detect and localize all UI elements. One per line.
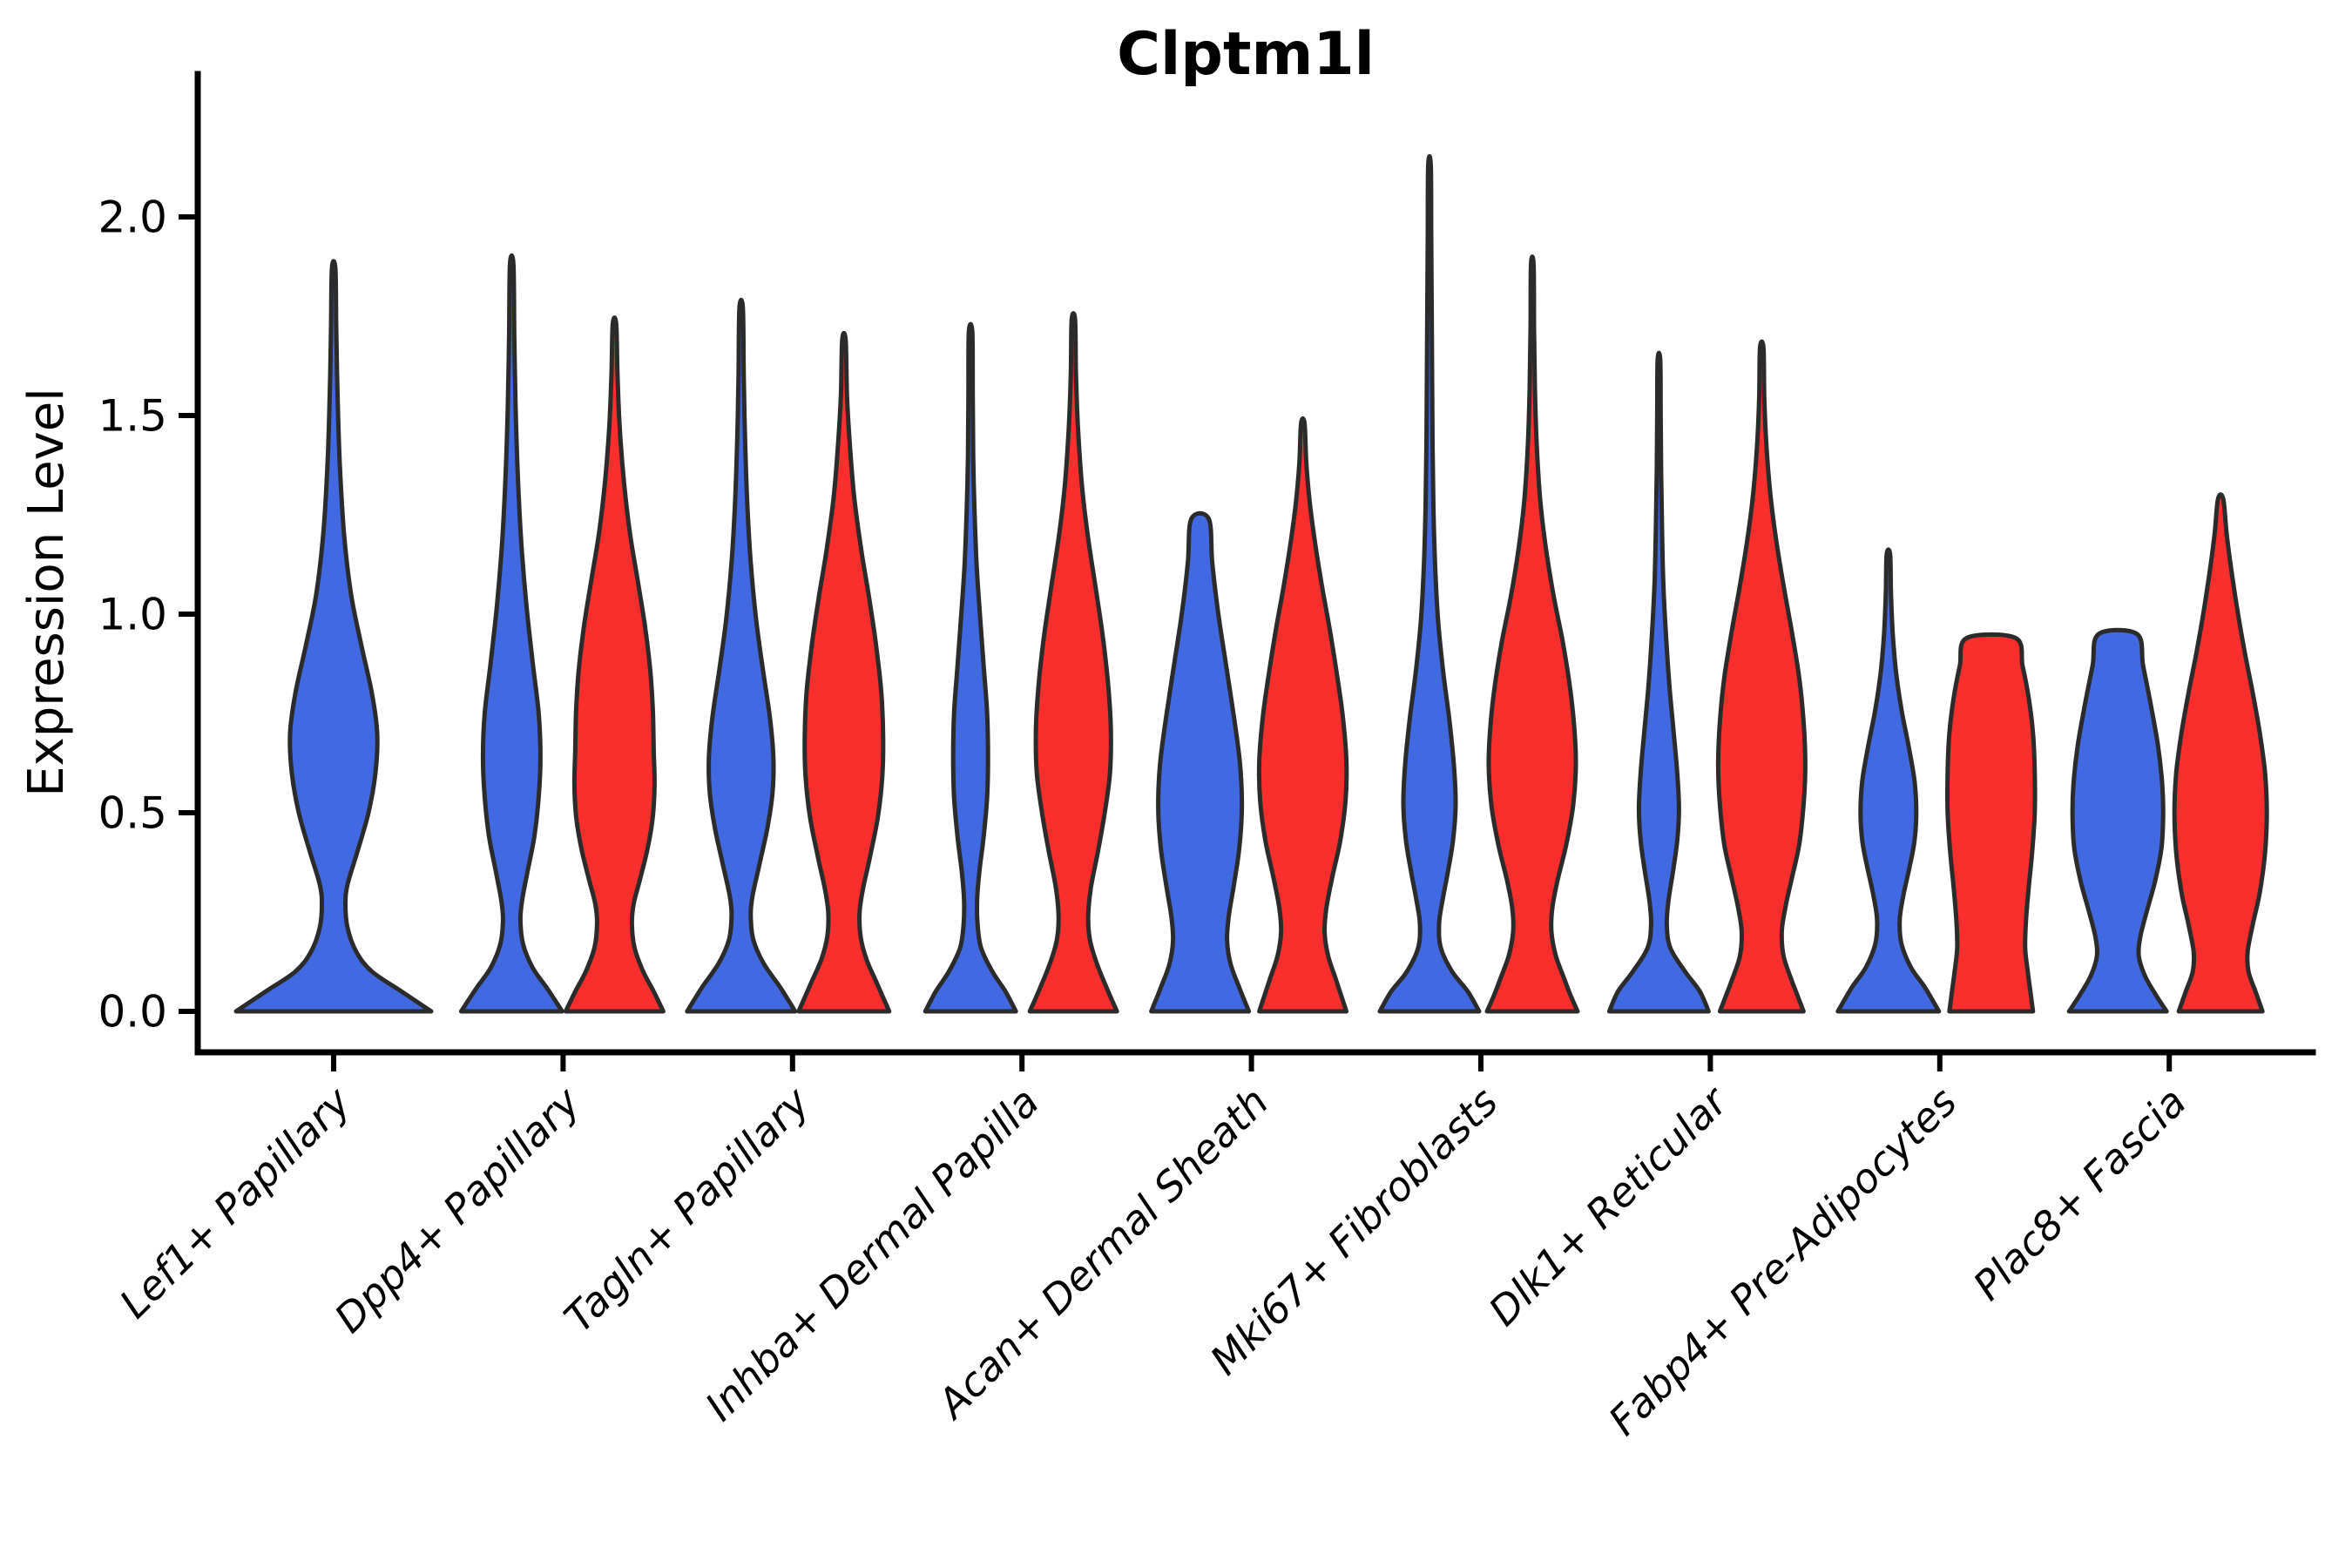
- violin-red-8: [2172, 492, 2269, 1014]
- violin-red-1: [563, 315, 666, 1014]
- violins-layer: [233, 153, 2269, 1014]
- x-tick-label: Dlk1+ Reticular: [1480, 1076, 1739, 1335]
- violin-blue-2: [685, 297, 798, 1014]
- violin-red-2: [796, 330, 892, 1014]
- x-tick-label: Lef1+ Papillary: [111, 1078, 360, 1327]
- y-axis-ticks: 0.0 0.5 1.0 1.5 2.0: [98, 193, 198, 1037]
- plot-title: Clptm1l: [1117, 20, 1375, 89]
- y-tick-label: 1.0: [98, 590, 167, 640]
- violin-red-5: [1484, 254, 1580, 1014]
- violin-red-4: [1256, 416, 1349, 1014]
- violin-red-7: [1945, 632, 2038, 1014]
- x-tick-label: Dpp4+ Papillary: [326, 1078, 590, 1342]
- violin-red-6: [1715, 339, 1808, 1014]
- violin-blue-1: [458, 253, 564, 1014]
- violin-blue-3: [923, 321, 1018, 1014]
- violin-blue-4: [1149, 510, 1252, 1014]
- violin-blue-5: [1377, 153, 1482, 1014]
- x-tick-label: Tagln+ Papillary: [555, 1078, 819, 1342]
- x-tick-label: Plac8+ Fascia: [1964, 1078, 2195, 1309]
- y-tick-label: 2.0: [98, 193, 167, 243]
- y-tick-label: 0.0: [98, 987, 167, 1037]
- axes-spines: [194, 71, 2316, 1056]
- y-axis-label: Expression Level: [18, 388, 75, 797]
- violin-blue-7: [1835, 547, 1942, 1014]
- y-tick-label: 1.5: [98, 391, 167, 442]
- y-tick-label: 0.5: [98, 788, 167, 839]
- violin-red-3: [1027, 311, 1119, 1014]
- violin-blue-8: [2066, 627, 2169, 1014]
- violin-blue-6: [1606, 350, 1711, 1014]
- violin-blue-0: [233, 259, 434, 1014]
